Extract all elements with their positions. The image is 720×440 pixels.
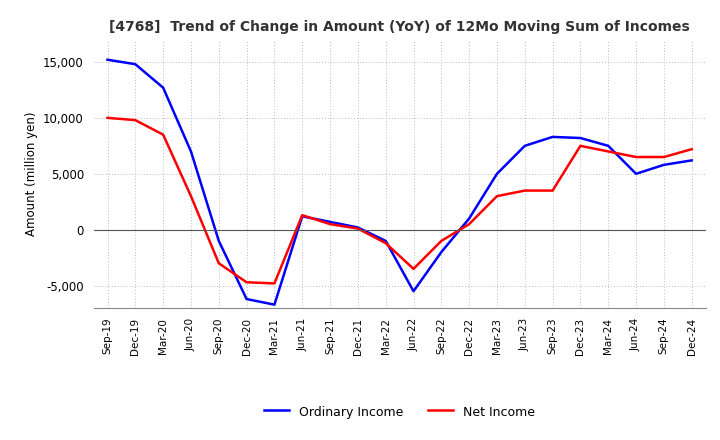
Net Income bbox=[186, 194, 195, 199]
Net Income bbox=[660, 154, 668, 160]
Ordinary Income bbox=[521, 143, 529, 148]
Net Income bbox=[103, 115, 112, 121]
Net Income bbox=[437, 238, 446, 244]
Ordinary Income bbox=[688, 158, 696, 163]
Ordinary Income bbox=[354, 225, 362, 230]
Ordinary Income bbox=[131, 62, 140, 67]
Y-axis label: Amount (million yen): Amount (million yen) bbox=[24, 112, 37, 236]
Net Income bbox=[354, 226, 362, 231]
Ordinary Income bbox=[465, 216, 474, 221]
Net Income bbox=[325, 221, 334, 227]
Ordinary Income bbox=[103, 57, 112, 62]
Ordinary Income bbox=[242, 297, 251, 302]
Ordinary Income bbox=[576, 136, 585, 141]
Net Income bbox=[298, 213, 307, 218]
Net Income bbox=[492, 194, 501, 199]
Net Income bbox=[604, 149, 613, 154]
Ordinary Income bbox=[325, 219, 334, 224]
Ordinary Income bbox=[631, 171, 640, 176]
Net Income bbox=[159, 132, 168, 137]
Net Income bbox=[131, 117, 140, 123]
Net Income bbox=[465, 221, 474, 227]
Net Income bbox=[576, 143, 585, 148]
Net Income bbox=[382, 241, 390, 246]
Net Income bbox=[521, 188, 529, 193]
Ordinary Income bbox=[270, 302, 279, 307]
Title: [4768]  Trend of Change in Amount (YoY) of 12Mo Moving Sum of Incomes: [4768] Trend of Change in Amount (YoY) o… bbox=[109, 20, 690, 34]
Ordinary Income bbox=[159, 85, 168, 90]
Net Income bbox=[631, 154, 640, 160]
Ordinary Income bbox=[437, 249, 446, 255]
Net Income bbox=[549, 188, 557, 193]
Net Income bbox=[270, 281, 279, 286]
Line: Net Income: Net Income bbox=[107, 118, 692, 283]
Ordinary Income bbox=[604, 143, 613, 148]
Ordinary Income bbox=[549, 134, 557, 139]
Ordinary Income bbox=[215, 238, 223, 244]
Ordinary Income bbox=[409, 289, 418, 294]
Ordinary Income bbox=[186, 149, 195, 154]
Ordinary Income bbox=[660, 162, 668, 168]
Ordinary Income bbox=[382, 238, 390, 244]
Net Income bbox=[242, 280, 251, 285]
Ordinary Income bbox=[298, 214, 307, 219]
Net Income bbox=[215, 260, 223, 266]
Ordinary Income bbox=[492, 171, 501, 176]
Net Income bbox=[688, 147, 696, 152]
Line: Ordinary Income: Ordinary Income bbox=[107, 60, 692, 304]
Net Income bbox=[409, 266, 418, 271]
Legend: Ordinary Income, Net Income: Ordinary Income, Net Income bbox=[259, 400, 540, 424]
